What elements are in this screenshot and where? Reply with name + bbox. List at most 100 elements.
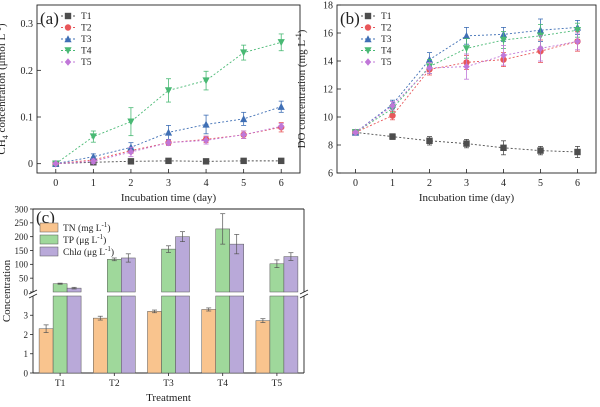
y-tick-label: 150 — [15, 246, 29, 256]
y-tick-label: 16 — [323, 29, 333, 40]
bar — [201, 309, 216, 374]
x-tick-label: T2 — [109, 379, 120, 389]
y-axis-label-end: ) — [0, 23, 8, 27]
data-point — [500, 144, 507, 151]
axis-break-mark — [28, 293, 38, 299]
data-point — [240, 157, 247, 165]
legend-entry-t2: T2 — [361, 24, 392, 34]
legend-label-main: TN (mg L — [63, 223, 102, 234]
data-point — [537, 147, 544, 154]
legend-label: T1 — [81, 12, 92, 22]
data-point — [574, 37, 581, 46]
y-axis-label: DO concentration (mg L-1) — [294, 29, 308, 148]
bar-lower-segment — [229, 295, 244, 374]
legend-label-mid: (μg L — [81, 247, 105, 258]
legend-label-end: ) — [103, 235, 106, 246]
bar-lower-segment — [215, 295, 230, 374]
data-point — [240, 49, 248, 57]
y-tick-label: 14 — [323, 57, 333, 68]
legend-label: TP (μg L-1) — [63, 233, 106, 246]
legend-marker — [364, 24, 372, 31]
data-point — [500, 51, 507, 60]
bar — [269, 263, 285, 293]
x-axis-label: Incubation time (day) — [419, 192, 515, 204]
y-tick-label: 0.2 — [21, 66, 34, 77]
legend-marker — [64, 24, 72, 31]
data-point — [202, 136, 210, 145]
x-tick-label: 1 — [390, 178, 395, 189]
bar-lower-segment — [283, 295, 299, 374]
data-point — [165, 138, 172, 147]
legend-swatch — [39, 234, 59, 245]
legend-entry-t5: T5 — [61, 58, 92, 68]
data-point — [278, 157, 285, 165]
legend-label-superscript: -1 — [105, 245, 111, 253]
legend-marker — [64, 12, 72, 20]
bar — [255, 320, 271, 374]
bar — [161, 248, 176, 293]
y-tick-label: 300 — [15, 204, 29, 214]
legend-marker — [64, 58, 72, 66]
x-tick-label: T5 — [272, 379, 283, 389]
data-point — [240, 115, 248, 123]
data-point — [499, 36, 508, 44]
legend-entry-t3: T3 — [361, 35, 392, 45]
legend-swatch — [39, 222, 59, 233]
legend-label: T3 — [81, 35, 92, 45]
x-tick-label: 5 — [241, 178, 246, 189]
data-point — [426, 137, 433, 144]
y-tick-label: 1 — [24, 349, 29, 359]
y-tick-label: 0.3 — [21, 19, 34, 30]
data-point — [463, 140, 470, 147]
bar-t3-series-1 — [161, 245, 176, 374]
bar-lower-segment — [52, 295, 68, 374]
legend-label: T2 — [381, 24, 392, 34]
data-point — [537, 44, 544, 53]
bar-t1-series-1 — [52, 282, 68, 374]
legend-entry-t4: T4 — [61, 47, 92, 57]
data-point — [389, 112, 396, 119]
axis-break-mark — [299, 293, 309, 299]
legend-label: T1 — [381, 12, 392, 22]
y-tick-label: 100 — [15, 260, 29, 270]
data-point — [462, 32, 471, 39]
legend-label: TN (mg L-1) — [63, 221, 111, 234]
data-point — [389, 133, 396, 140]
data-point — [277, 39, 285, 47]
legend-label: T2 — [81, 24, 92, 34]
data-point — [463, 62, 470, 71]
bar — [283, 256, 299, 293]
panel-label: (b) — [340, 9, 360, 28]
y-tick-label: 3 — [24, 311, 29, 321]
bar — [121, 257, 136, 293]
legend-entry-t1: T1 — [61, 12, 92, 22]
bar-t4-series-2 — [229, 234, 244, 374]
data-point — [89, 152, 97, 160]
legend-label-main: Chl — [63, 248, 77, 258]
data-point — [278, 122, 285, 131]
legend-marker — [364, 47, 372, 55]
bar-t1-series-0 — [38, 324, 54, 374]
legend-label-superscript: -1 — [102, 221, 108, 229]
legend-label: T5 — [381, 58, 392, 68]
legend-marker — [364, 58, 372, 66]
legend-marker — [364, 12, 372, 20]
panel-c-treatment-concentrations: 0 50 100 150 200 250 300 0 1 2 3 T1 T2 T3 T4 T5 Treatmen… — [1, 204, 309, 404]
data-point — [127, 118, 135, 126]
y-tick-label: 2 — [24, 330, 29, 340]
data-point — [165, 157, 172, 165]
legend-label: T4 — [81, 47, 92, 57]
y-tick-label: 6 — [328, 169, 333, 180]
y-axis-label: CH4 concentration (μmol L-1) — [0, 23, 10, 154]
series-t3 — [52, 100, 285, 167]
x-axis-label: Incubation time (day) — [121, 192, 217, 204]
bar-t4-series-0 — [201, 307, 216, 374]
panel-label: (c) — [36, 208, 55, 227]
legend-label: Chla (μg L-1) — [63, 245, 114, 258]
legend-label-main: TP (μg L — [63, 235, 97, 246]
bar-t3-series-2 — [175, 231, 190, 374]
bar-t5-series-1 — [269, 259, 285, 374]
legend-entry-t2: T2 — [61, 24, 92, 34]
x-tick-label: 3 — [464, 178, 469, 189]
